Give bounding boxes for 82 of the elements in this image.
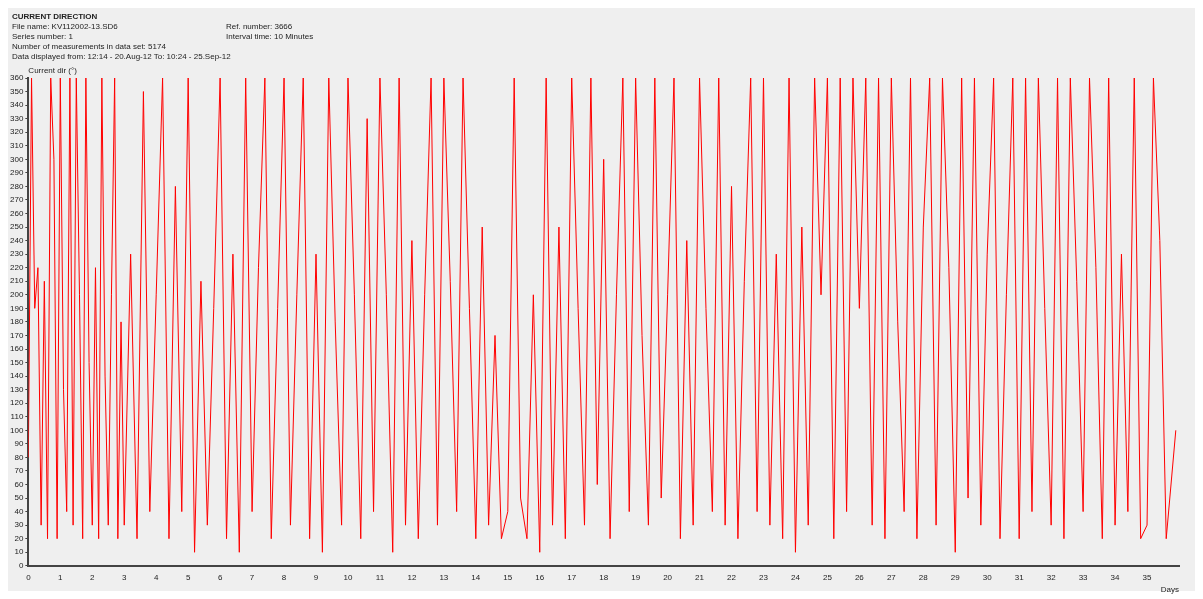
y-tick-label: 300 <box>9 154 24 164</box>
x-tick-label: 27 <box>886 572 897 582</box>
chart-title: CURRENT DIRECTION <box>12 12 99 22</box>
x-tick-label: 19 <box>631 572 641 582</box>
x-tick-label: 32 <box>1046 572 1057 582</box>
y-tick-label: 340 <box>9 100 24 110</box>
y-tick-label: 110 <box>10 411 24 421</box>
text: Series number: 1 <box>12 32 74 42</box>
x-tick-label: 30 <box>982 572 993 582</box>
x-tick-label: 3 <box>122 572 128 582</box>
y-tick-label: 0 <box>18 561 24 570</box>
x-tick-label: 8 <box>281 572 287 582</box>
y-tick-label: 280 <box>9 181 24 191</box>
x-tick-label: 6 <box>217 572 223 582</box>
x-tick-label: 9 <box>313 572 319 582</box>
x-tick-label: 2 <box>90 572 96 582</box>
x-tick-label: 21 <box>695 572 705 582</box>
y-tick-label: 30 <box>14 520 24 530</box>
x-tick-label: 13 <box>439 572 449 582</box>
y-tick-label: 180 <box>9 317 24 327</box>
y-tick-label: 90 <box>14 439 24 449</box>
x-tick-label: 12 <box>407 572 417 582</box>
y-tick-label: 80 <box>14 452 24 462</box>
x-tick-label: 16 <box>535 572 545 582</box>
y-tick-label: 310 <box>9 140 24 150</box>
x-tick-label: 22 <box>727 572 737 582</box>
x-tick-label: 11 <box>375 572 385 582</box>
x-tick-label: 15 <box>503 572 513 582</box>
x-tick-label: 0 <box>26 572 32 582</box>
x-tick-label: 24 <box>791 572 801 582</box>
x-tick-label: 17 <box>567 572 577 582</box>
x-tick-label: 23 <box>759 572 769 582</box>
x-tick-label: 7 <box>249 572 255 582</box>
x-tick-label: 4 <box>153 572 159 582</box>
y-tick-label: 320 <box>9 127 24 137</box>
text: File name: KV112002-13.SD6 <box>12 22 119 32</box>
x-tick-label: 34 <box>1110 572 1121 582</box>
y-tick-label: 140 <box>9 371 24 381</box>
x-tick-label: 29 <box>950 572 961 582</box>
x-tick-label: 10 <box>343 572 353 582</box>
y-tick-label: 50 <box>14 493 24 503</box>
y-tick-label: 290 <box>9 168 24 178</box>
y-axis-title: Current dir (°) <box>28 66 78 76</box>
y-tick-label: 60 <box>14 479 24 489</box>
y-tick-label: 190 <box>9 303 24 313</box>
y-tick-label: 70 <box>14 466 24 476</box>
x-tick-label: 35 <box>1142 572 1153 582</box>
y-tick-label: 260 <box>9 208 24 218</box>
y-tick-label: 350 <box>9 86 24 96</box>
y-tick-label: 250 <box>9 222 24 232</box>
x-tick-label: 28 <box>918 572 929 582</box>
y-tick-label: 40 <box>14 506 24 516</box>
y-tick-label: 170 <box>9 330 24 340</box>
x-tick-label: 31 <box>1014 572 1025 582</box>
x-tick-label: 14 <box>471 572 481 582</box>
x-tick-label: 20 <box>663 572 673 582</box>
x-tick-label: 1 <box>58 572 64 582</box>
y-tick-label: 120 <box>9 398 24 408</box>
y-tick-label: 100 <box>9 425 24 435</box>
y-tick-label: 130 <box>9 384 24 394</box>
text: Ref. number: 3666 <box>226 22 294 32</box>
y-tick-label: 230 <box>9 249 24 259</box>
text: Number of measurements in data set: 5174 <box>12 42 167 52</box>
y-tick-label: 10 <box>14 547 24 557</box>
y-tick-label: 20 <box>14 533 24 543</box>
y-tick-label: 360 <box>9 73 24 83</box>
y-tick-label: 150 <box>9 357 24 367</box>
text: Interval time: 10 Minutes <box>226 32 315 42</box>
x-axis-title: Days <box>1160 585 1179 595</box>
y-tick-label: 210 <box>9 276 24 286</box>
y-tick-label: 220 <box>9 262 24 272</box>
y-tick-label: 160 <box>9 344 24 354</box>
y-tick-label: 200 <box>9 290 24 299</box>
x-tick-label: 18 <box>599 572 609 582</box>
x-tick-label: 26 <box>854 572 865 582</box>
x-tick-label: 5 <box>185 572 191 582</box>
x-tick-label: 33 <box>1078 572 1089 582</box>
y-tick-label: 270 <box>9 195 24 205</box>
x-tick-label: 25 <box>822 572 833 582</box>
y-tick-label: 330 <box>9 113 24 123</box>
text: Data displayed from: 12:14 - 20.Aug-12 To: 10:24 - 25.Sep-12 <box>12 52 232 62</box>
y-tick-label: 240 <box>9 235 24 245</box>
